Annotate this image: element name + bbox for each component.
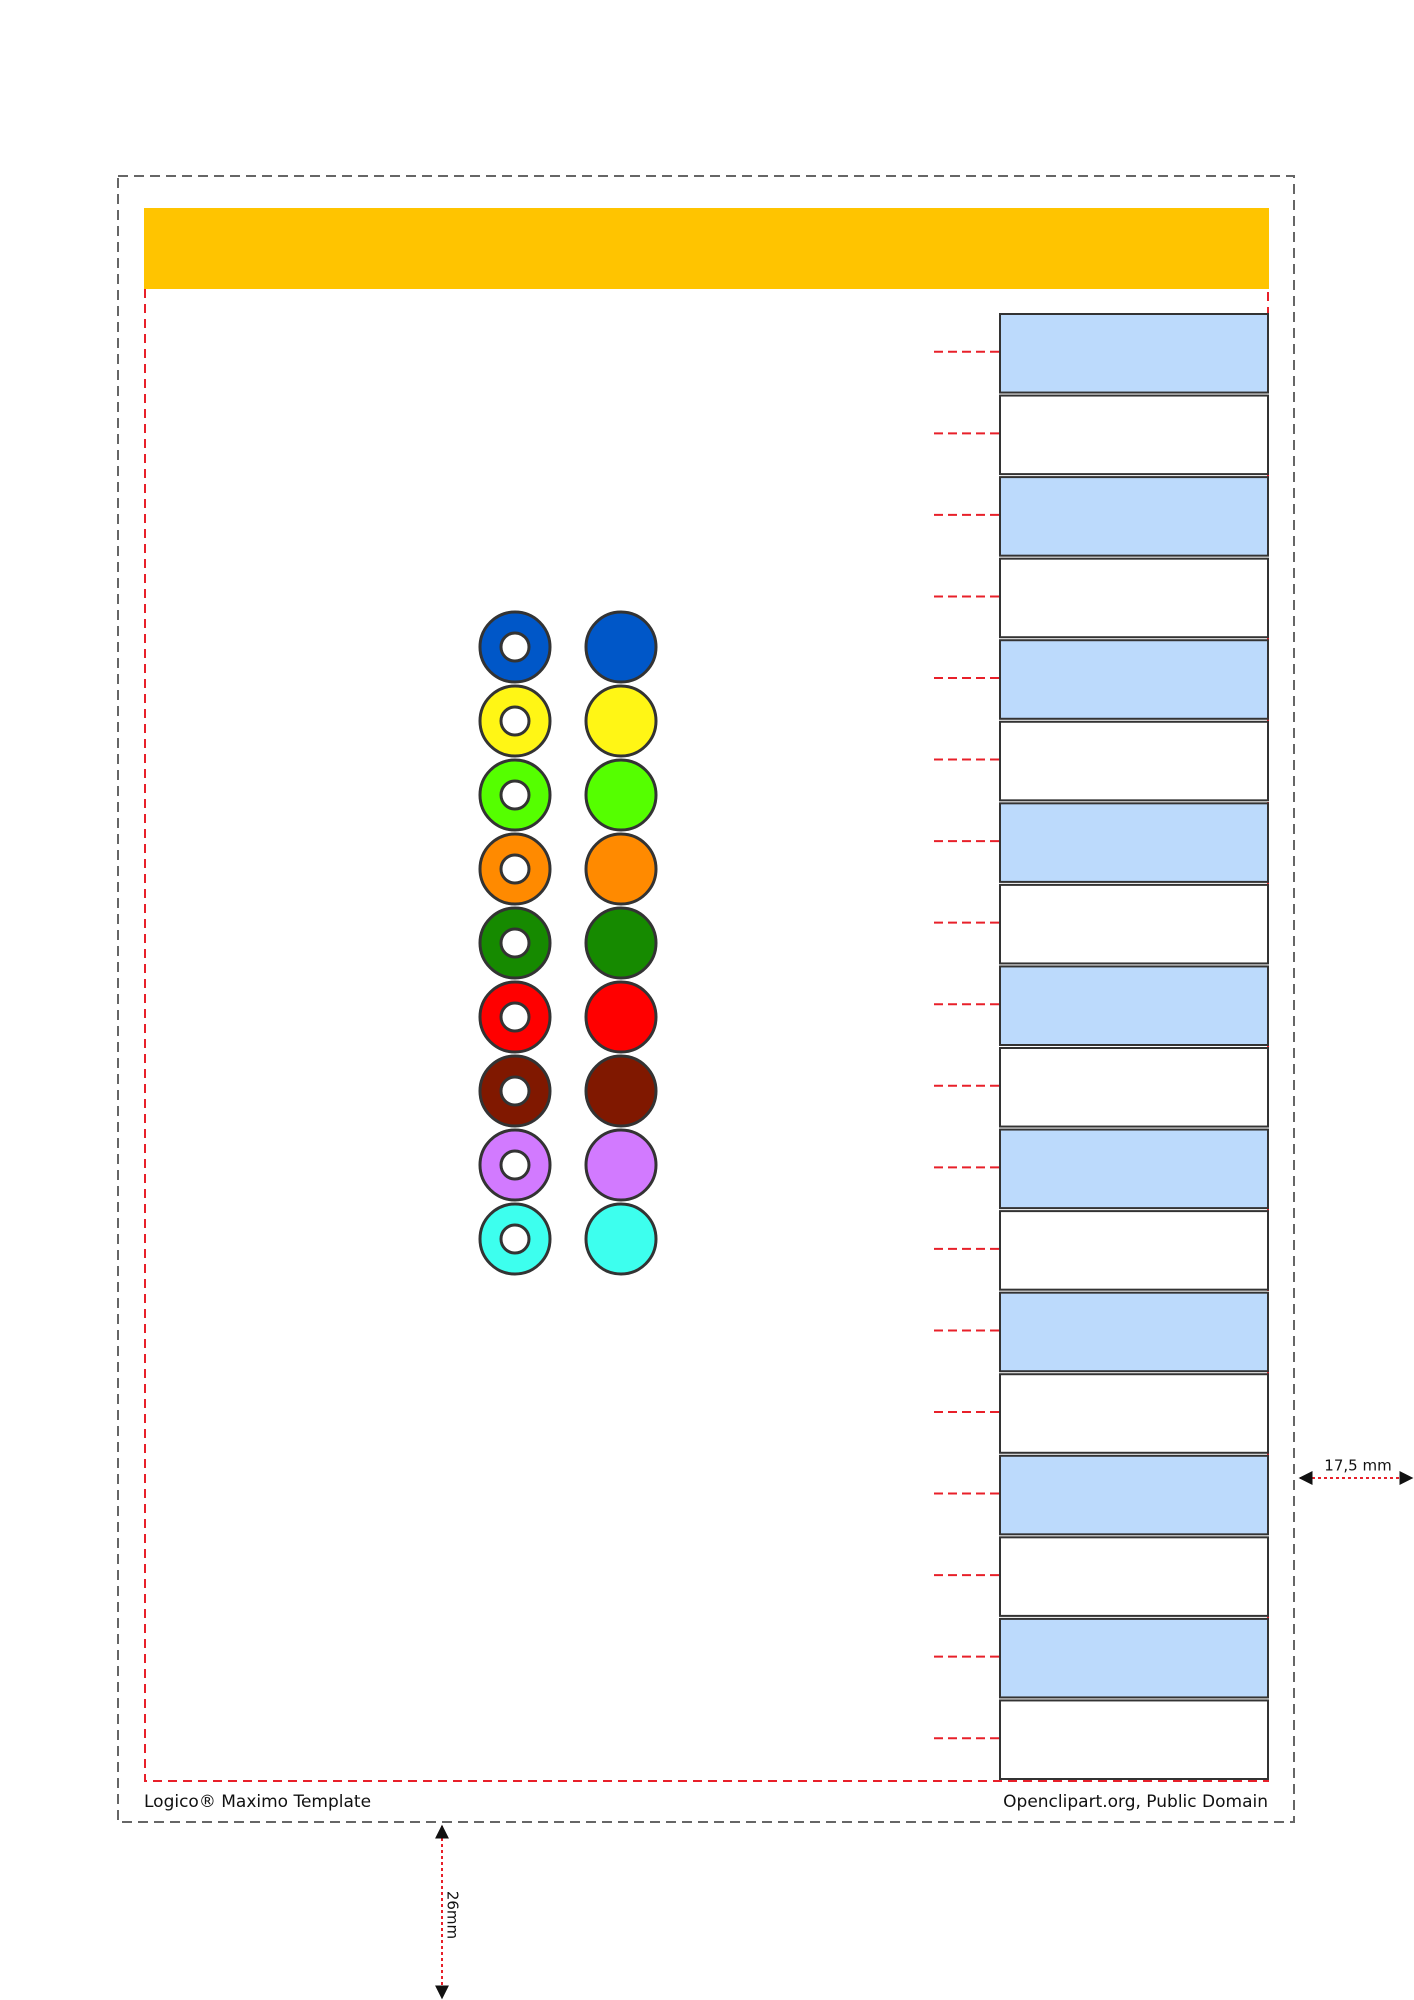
label-strip bbox=[999, 1617, 1269, 1699]
ring-hole bbox=[499, 1001, 531, 1033]
label-strip bbox=[999, 1536, 1269, 1617]
ring-hole bbox=[499, 631, 531, 663]
ring-hole bbox=[499, 1149, 531, 1181]
label-strip bbox=[999, 1699, 1269, 1781]
label-strip bbox=[999, 1373, 1269, 1454]
solid-peg bbox=[584, 684, 658, 758]
solid-peg bbox=[584, 906, 658, 980]
solid-peg bbox=[584, 758, 658, 832]
ring-hole bbox=[499, 1075, 531, 1107]
ring-hole bbox=[499, 853, 531, 885]
solid-peg bbox=[584, 610, 658, 684]
label-strip bbox=[999, 476, 1269, 557]
dimension-label: 26mm bbox=[444, 1891, 462, 1939]
label-strips bbox=[934, 313, 1269, 1781]
label-strip bbox=[999, 1210, 1269, 1291]
label-strip bbox=[999, 883, 1269, 965]
label-strip bbox=[999, 1454, 1269, 1536]
label-strip bbox=[999, 720, 1269, 802]
solid-peg bbox=[584, 1054, 658, 1128]
solid-peg bbox=[584, 832, 658, 906]
ring-hole bbox=[499, 927, 531, 959]
label-strip bbox=[999, 802, 1269, 883]
label-strip bbox=[999, 1291, 1269, 1373]
header-bar bbox=[144, 208, 1269, 289]
label-strip bbox=[999, 1128, 1269, 1210]
label-strip bbox=[999, 394, 1269, 476]
color-pegs bbox=[478, 610, 658, 1276]
ring-hole bbox=[499, 779, 531, 811]
dimension-label: 17,5 mm bbox=[1324, 1457, 1391, 1475]
label-strip bbox=[999, 313, 1269, 394]
label-strip bbox=[999, 639, 1269, 720]
solid-peg bbox=[584, 1202, 658, 1276]
footer-right: Openclipart.org, Public Domain bbox=[1003, 1792, 1268, 1812]
solid-peg bbox=[584, 980, 658, 1054]
label-strip bbox=[999, 557, 1269, 639]
solid-peg bbox=[584, 1128, 658, 1202]
outer-border bbox=[117, 175, 1295, 1823]
ring-hole bbox=[499, 705, 531, 737]
ring-hole bbox=[499, 1223, 531, 1255]
footer-left: Logico® Maximo Template bbox=[144, 1792, 371, 1812]
label-strip bbox=[999, 1047, 1269, 1128]
label-strip bbox=[999, 965, 1269, 1047]
